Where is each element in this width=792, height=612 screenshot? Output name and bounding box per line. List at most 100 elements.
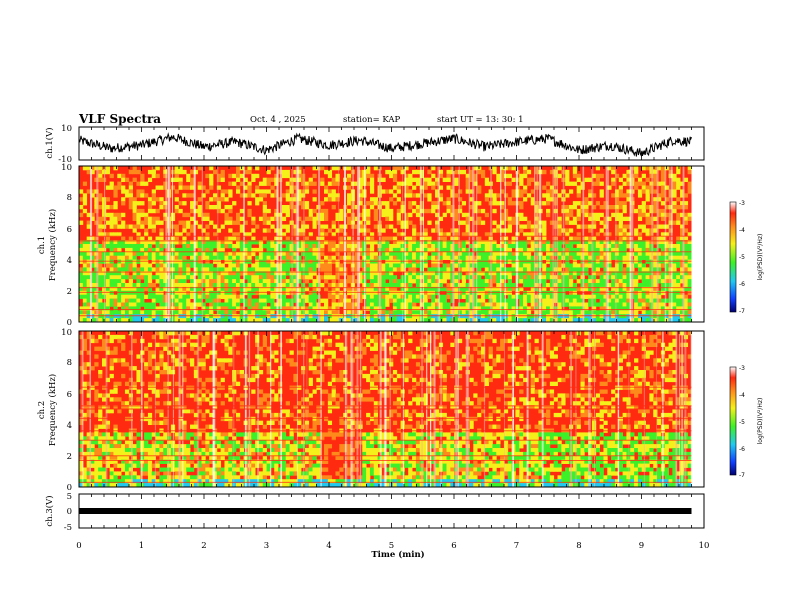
spectrogram-cell xyxy=(174,197,179,202)
spectrogram-cell xyxy=(270,294,275,299)
spectrogram-cell xyxy=(109,255,114,260)
spectrogram-cell xyxy=(680,240,685,245)
spectrogram-cell xyxy=(626,240,631,245)
spectrogram-cell xyxy=(641,263,646,268)
spectrogram-cell xyxy=(603,267,608,272)
spectrogram-cell xyxy=(121,224,126,229)
spectrogram-cell xyxy=(155,306,160,311)
spectrogram-cell xyxy=(389,279,394,284)
spectrogram-cell xyxy=(228,208,233,214)
spectrogram-cell xyxy=(98,197,103,202)
spectrogram-cell xyxy=(346,251,352,257)
spectrogram-cell xyxy=(450,247,455,253)
spectrogram-cell xyxy=(641,173,646,179)
spectrogram-cell xyxy=(473,271,478,276)
spectrogram-cell xyxy=(569,247,574,253)
sferic-streak xyxy=(656,166,659,322)
spectrogram-cell xyxy=(358,247,363,253)
spectrogram-cell xyxy=(121,267,126,272)
spectrogram-cell xyxy=(174,279,179,284)
spectrogram-cell xyxy=(193,298,199,303)
spectrogram-cell xyxy=(526,259,532,264)
spectrogram-cell xyxy=(331,279,336,284)
spectrogram-cell xyxy=(591,181,597,186)
spectrogram-cell xyxy=(235,267,241,272)
spectrogram-cell xyxy=(140,177,145,182)
spectrogram-cell xyxy=(660,169,666,175)
spectrogram-cell xyxy=(324,267,329,272)
spectrogram-cell xyxy=(216,185,222,190)
spectrogram-cell xyxy=(477,279,482,284)
spectrogram-cell xyxy=(117,216,122,221)
spectrogram-cell xyxy=(124,283,130,288)
spectrogram-cell xyxy=(136,181,141,186)
spectrogram-cell xyxy=(526,247,532,253)
spectrogram-cell xyxy=(680,244,685,249)
spectrogram-cell xyxy=(258,247,264,253)
spectrogram-cell xyxy=(526,298,532,303)
spectrogram-cell xyxy=(637,212,643,218)
spectrogram-cell xyxy=(591,314,597,319)
spectrogram-cell xyxy=(132,263,137,268)
spectrogram-cell xyxy=(618,240,623,245)
spectrogram-cell xyxy=(255,306,260,311)
spectrogram-cell xyxy=(197,185,202,190)
spectrogram-cell xyxy=(450,263,455,268)
spectrogram-cell xyxy=(132,216,137,221)
spectrogram-cell xyxy=(484,275,490,280)
spectrogram-cell xyxy=(389,259,394,264)
spectrogram-cell xyxy=(155,216,160,221)
spectrogram-cell xyxy=(182,193,187,198)
spectrogram-cell xyxy=(193,306,199,311)
spectrogram-cell xyxy=(427,255,432,260)
spectrogram-cell xyxy=(546,298,551,303)
spectrogram-cell xyxy=(423,302,428,307)
spectrogram-cell xyxy=(507,306,512,311)
spectrogram-cell xyxy=(576,302,581,307)
spectrogram-cell xyxy=(258,259,264,264)
spectrogram-cell xyxy=(427,294,432,299)
spectrogram-cell xyxy=(611,240,616,245)
spectrogram-cell xyxy=(270,271,275,276)
spectrogram-cell xyxy=(569,189,574,194)
spectrogram-cell xyxy=(611,193,616,198)
spectrogram-cell xyxy=(262,306,267,311)
spectrogram-cell xyxy=(546,271,551,276)
spectrogram-cell xyxy=(553,314,558,319)
spectrogram-cell xyxy=(660,201,666,206)
spectrogram-cell xyxy=(477,302,482,307)
spectrogram-cell xyxy=(182,169,187,175)
spectrogram-cell xyxy=(523,255,528,260)
spectrogram-cell xyxy=(90,444,95,449)
spectrogram-cell xyxy=(235,271,241,276)
spectrogram-cell xyxy=(113,201,118,206)
spectrogram-cell xyxy=(484,232,490,237)
spectrogram-cell xyxy=(450,228,455,233)
sferic-streak xyxy=(404,166,406,322)
spectrogram-cell xyxy=(392,290,398,296)
spectrogram-cell xyxy=(144,251,149,257)
spectrogram-cell xyxy=(79,240,84,245)
spectrogram-cell xyxy=(622,318,627,323)
spectrogram-cell xyxy=(220,255,225,260)
spectrogram-cell xyxy=(109,283,114,288)
spectrogram-cell xyxy=(285,251,290,257)
spectrogram-cell xyxy=(634,173,639,179)
spectrogram-cell xyxy=(645,283,650,288)
spectrogram-cell xyxy=(320,224,325,229)
spectrogram-cell xyxy=(278,279,283,284)
spectrogram-cell xyxy=(232,232,237,237)
spectrogram-cell xyxy=(144,220,149,225)
spectrogram-cell xyxy=(565,275,570,280)
spectrogram-cell xyxy=(645,212,650,218)
spectrogram-cell xyxy=(603,318,608,323)
spectrogram-cell xyxy=(235,244,241,249)
spectrogram-cell xyxy=(170,279,176,284)
sferic-streak xyxy=(651,166,653,322)
spectrogram-cell xyxy=(412,177,417,182)
spectrogram-cell xyxy=(358,201,363,206)
spectrogram-cell xyxy=(121,240,126,245)
spectrogram-cell xyxy=(438,251,444,257)
spectrogram-cell xyxy=(113,224,118,229)
spectrogram-cell xyxy=(251,267,256,272)
